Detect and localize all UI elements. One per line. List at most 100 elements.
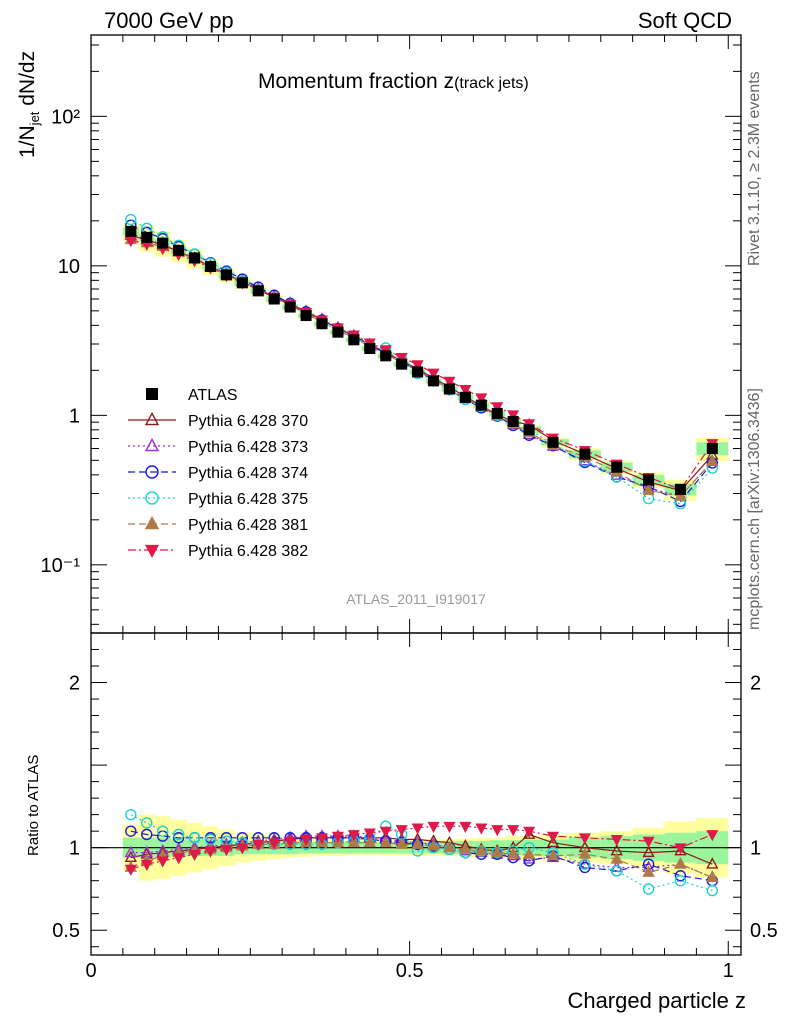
series-point-ratio-4 bbox=[379, 835, 392, 848]
data-point bbox=[547, 436, 559, 448]
series-line-ratio-4 bbox=[130, 842, 713, 878]
series-point-ratio-4 bbox=[395, 837, 408, 849]
data-point bbox=[236, 277, 248, 289]
series-point-ratio-5 bbox=[706, 830, 719, 842]
legend-label-data: ATLAS bbox=[188, 387, 238, 404]
series-point-ratio-4 bbox=[475, 843, 488, 856]
series-point-ratio-4 bbox=[459, 842, 472, 854]
data-point bbox=[706, 443, 718, 455]
chart-title: Momentum fraction z(track jets) bbox=[258, 70, 529, 93]
y-tick-label-ratio-right: 2 bbox=[750, 673, 761, 695]
series-point-ratio-4 bbox=[546, 848, 560, 861]
series-point-ratio-5 bbox=[172, 853, 185, 865]
legend-marker-data bbox=[146, 388, 158, 400]
series-point-ratio-5 bbox=[300, 835, 313, 847]
series-point-ratio-5 bbox=[124, 864, 137, 876]
series-point-main-5 bbox=[491, 402, 504, 414]
series-point-main-4 bbox=[706, 454, 719, 466]
series-point-ratio-3 bbox=[188, 832, 201, 844]
legend-label-4: Pythia 6.428 381 bbox=[188, 517, 308, 534]
series-point-ratio-3 bbox=[156, 825, 169, 837]
series-point-main-5 bbox=[411, 360, 424, 372]
data-point bbox=[141, 231, 153, 243]
data-point bbox=[220, 269, 232, 281]
data-point bbox=[523, 424, 535, 436]
y-tick-label-main: 10⁻¹ bbox=[41, 555, 81, 577]
main-series-marks bbox=[124, 213, 719, 510]
series-point-ratio-5 bbox=[411, 823, 424, 835]
series-point-ratio-5 bbox=[252, 840, 265, 852]
data-point bbox=[475, 399, 487, 411]
series-point-ratio-5 bbox=[443, 821, 456, 833]
legend-marker-1 bbox=[144, 437, 160, 452]
series-point-ratio-4 bbox=[610, 852, 623, 864]
ratio-plot-frame bbox=[90, 632, 742, 956]
series-point-ratio-4 bbox=[411, 837, 424, 849]
data-point bbox=[380, 350, 392, 362]
series-point-main-4 bbox=[642, 483, 655, 495]
y-tick-label-ratio-right: 1 bbox=[750, 838, 761, 860]
legend-marker-4 bbox=[144, 515, 160, 530]
data-point bbox=[268, 293, 280, 305]
data-point bbox=[611, 461, 623, 473]
data-point bbox=[300, 310, 312, 322]
data-point bbox=[189, 252, 201, 264]
series-point-main-5 bbox=[475, 393, 488, 405]
series-point-ratio-5 bbox=[236, 843, 249, 855]
data-point bbox=[348, 334, 360, 346]
data-point bbox=[284, 301, 296, 313]
series-point-ratio-5 bbox=[204, 846, 217, 858]
y-tick-label-ratio-right: 0.5 bbox=[750, 920, 778, 942]
series-point-ratio-3 bbox=[611, 865, 623, 877]
header-right: Soft QCD bbox=[637, 8, 732, 33]
y-tick-label-main: 1 bbox=[69, 405, 80, 427]
series-point-ratio-5 bbox=[491, 825, 504, 837]
series-point-main-5 bbox=[459, 385, 472, 397]
header-left: 7000 GeV pp bbox=[104, 8, 234, 33]
series-point-ratio-5 bbox=[610, 835, 623, 847]
series-point-ratio-5 bbox=[188, 849, 201, 862]
series-point-main-5 bbox=[427, 368, 440, 380]
series-point-ratio-5 bbox=[268, 838, 281, 850]
series-point-ratio-4 bbox=[347, 835, 361, 848]
legend: ATLAS Pythia 6.428 370 Pythia 6.428 373 Pyt… bbox=[128, 387, 308, 560]
series-point-ratio-5 bbox=[395, 825, 408, 837]
y-axis-label-ratio: Ratio to ATLAS bbox=[25, 755, 42, 856]
series-point-ratio-3 bbox=[172, 828, 185, 841]
data-point bbox=[364, 342, 376, 354]
data-point bbox=[332, 326, 344, 338]
series-point-ratio-3 bbox=[125, 808, 137, 821]
data-point bbox=[125, 225, 137, 237]
series-point-ratio-5 bbox=[547, 831, 560, 843]
data-point bbox=[204, 260, 216, 272]
series-point-ratio-5 bbox=[140, 859, 153, 871]
series-point-ratio-3 bbox=[642, 883, 655, 895]
series-point-ratio-5 bbox=[220, 844, 233, 857]
series-point-ratio-5 bbox=[523, 826, 536, 838]
series-point-ratio-5 bbox=[578, 833, 591, 845]
data-point bbox=[428, 375, 440, 387]
series-point-ratio-2 bbox=[172, 832, 185, 844]
x-axis-label: Charged particle z bbox=[567, 988, 746, 1013]
data-point bbox=[412, 366, 424, 378]
series-point-ratio-5 bbox=[674, 843, 687, 855]
y-tick-label-main: 10 bbox=[58, 256, 80, 278]
series-point-ratio-5 bbox=[331, 831, 344, 843]
legend-label-2: Pythia 6.428 374 bbox=[188, 465, 308, 482]
data-point bbox=[173, 244, 185, 256]
series-point-ratio-5 bbox=[379, 826, 392, 838]
series-point-ratio-5 bbox=[475, 823, 488, 835]
data-point bbox=[252, 285, 264, 297]
x-tick-label: 0.5 bbox=[396, 960, 424, 982]
x-tick-label: 1 bbox=[723, 960, 734, 982]
data-point bbox=[674, 483, 686, 495]
y-axis-label-main: 1/Njet dN/dz bbox=[16, 51, 42, 158]
data-point bbox=[443, 383, 455, 395]
series-point-ratio-0 bbox=[674, 843, 687, 856]
y-tick-label-main: 10² bbox=[51, 106, 80, 128]
series-point-ratio-4 bbox=[642, 865, 655, 877]
data-point bbox=[579, 448, 591, 460]
legend-label-1: Pythia 6.428 373 bbox=[188, 439, 308, 456]
y-tick-label-ratio: 2 bbox=[69, 673, 80, 695]
